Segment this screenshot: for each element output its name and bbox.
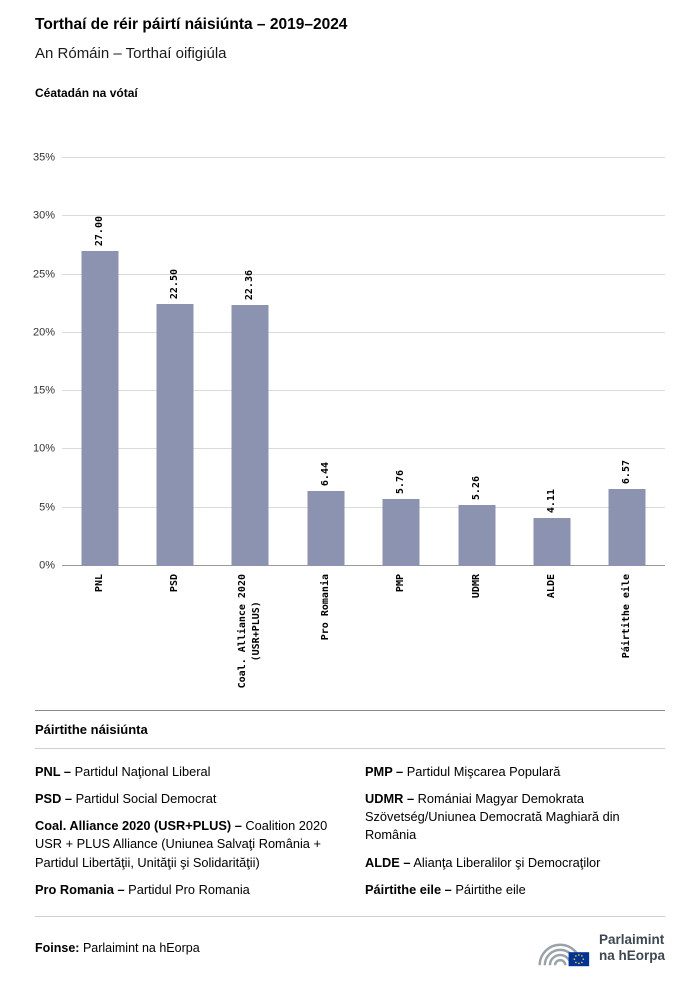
bar-column: 5.26 — [439, 158, 514, 566]
legend-term: PNL – — [35, 764, 72, 779]
bar-column: 4.11 — [514, 158, 589, 566]
legend-item: PSD – Partidul Social Democrat — [35, 790, 335, 808]
bar-chart: 27.00 22.50 22.36 6.44 5.76 5.26 4.11 6.57 0% 5%… — [33, 152, 665, 696]
legend-term: Pro Romania – — [35, 881, 125, 897]
y-axis-tick-label: 10% — [32, 442, 55, 455]
x-axis-label: Páirtithe eile — [621, 574, 633, 659]
footer: Foinse: Parlaimint na hEorpa — [35, 915, 665, 969]
legend-item: PMP – Partidul Mişcarea Populară — [365, 763, 665, 781]
bar-value-label: 22.50 — [169, 268, 181, 299]
legend-item: Pro Romania – Partidul Pro Romania — [35, 881, 335, 899]
source-text: Parlaimint na hEorpa — [82, 940, 200, 955]
legend-definition: Romániai Magyar Demokrata Szövetség/Uniu… — [365, 791, 620, 843]
legend-item: Coal. Alliance 2020 (USR+PLUS) – Coaliti… — [35, 817, 335, 871]
gridline — [62, 506, 665, 508]
ep-logo-line1: Parlaimint — [598, 932, 665, 948]
x-axis-label: UDMR — [470, 574, 482, 599]
bar-column: 6.57 — [590, 158, 665, 566]
bar — [156, 303, 194, 566]
gridline — [62, 273, 665, 275]
legend-definition: Partidul Naţional Liberal — [74, 764, 211, 779]
ep-hemicycle-icon — [538, 943, 590, 967]
party-legend: Páirtithe náisiúnta PNL – Partidul Naţio… — [35, 710, 665, 908]
ep-logo: Parlaimint na hEorpa — [535, 927, 665, 969]
y-axis-tick-label: 15% — [32, 384, 55, 397]
bar — [608, 489, 646, 566]
legend-definition: Partidul Mişcarea Populară — [406, 764, 561, 779]
bar — [231, 305, 269, 566]
y-axis-tick-label: 20% — [32, 326, 55, 339]
page-subtitle: An Rómáin – Torthaí oifigiúla — [35, 45, 227, 62]
y-axis-title: Céatadán na vótaí — [35, 86, 138, 100]
gridline — [62, 390, 665, 392]
legend-definition: Alianţa Liberalilor şi Democraţilor — [413, 854, 601, 870]
legend-item: UDMR – Romániai Magyar Demokrata Szövets… — [365, 790, 665, 844]
legend-column-right: PMP – Partidul Mişcarea Populară UDMR – … — [365, 763, 665, 908]
legend-item: Páirtithe eile – Páirtithe eile — [365, 881, 665, 899]
legend-term: Páirtithe eile – — [365, 881, 452, 897]
legend-term: ALDE – — [365, 854, 411, 870]
legend-definition: Páirtithe eile — [455, 881, 526, 897]
bar-value-label: 22.36 — [244, 270, 256, 301]
x-axis-label: Pro Romania — [319, 574, 331, 641]
legend-item: PNL – Partidul Naţional Liberal — [35, 763, 335, 781]
x-axis-label: PSD — [169, 574, 181, 593]
bar — [81, 251, 119, 566]
bar-value-label: 27.00 — [93, 216, 105, 247]
gridline — [62, 215, 665, 217]
bar-column: 22.50 — [137, 158, 212, 566]
x-axis-label: ALDE — [545, 574, 557, 599]
bar-column: 27.00 — [62, 158, 137, 566]
y-axis-tick-label: 30% — [32, 209, 55, 222]
legend-term: PMP – — [365, 764, 404, 779]
legend-definition: Partidul Pro Romania — [128, 881, 250, 897]
bar — [307, 490, 345, 566]
legend-heading: Páirtithe náisiúnta — [35, 711, 665, 749]
y-axis-tick-label: 35% — [32, 151, 55, 164]
bar-column: 5.76 — [364, 158, 439, 566]
x-axis-label: PMP — [395, 574, 407, 593]
source-label: Foinse: — [35, 940, 80, 955]
eu-flag-icon — [568, 952, 590, 967]
bar-value-label: 5.26 — [470, 475, 482, 500]
bar-column: 22.36 — [213, 158, 288, 566]
bar — [533, 518, 571, 566]
x-axis-label: Coal. Alliance 2020 (USR+PLUS) — [237, 574, 263, 689]
legend-columns: PNL – Partidul Naţional Liberal PSD – Pa… — [35, 763, 665, 908]
legend-term: PSD – — [35, 791, 72, 807]
bar-value-label: 4.11 — [545, 489, 557, 514]
bar — [458, 504, 496, 566]
gridline — [62, 157, 665, 158]
legend-term: Coal. Alliance 2020 (USR+PLUS) – — [35, 818, 242, 834]
bar — [382, 498, 420, 566]
x-axis-label: PNL — [93, 574, 105, 593]
y-axis-tick-label: 25% — [32, 268, 55, 281]
y-axis-tick-label: 5% — [39, 501, 55, 514]
bar-column: 6.44 — [288, 158, 363, 566]
plot-area: 27.00 22.50 22.36 6.44 5.76 5.26 4.11 6.57 0% 5%… — [33, 152, 665, 571]
y-axis-tick-label: 0% — [39, 559, 55, 572]
bars-container: 27.00 22.50 22.36 6.44 5.76 5.26 4.11 6.57 — [62, 158, 665, 566]
legend-column-left: PNL – Partidul Naţional Liberal PSD – Pa… — [35, 763, 335, 908]
bar-value-label: 6.57 — [621, 460, 633, 485]
ep-logo-text: Parlaimint na hEorpa — [599, 932, 665, 964]
source: Foinse: Parlaimint na hEorpa — [35, 941, 200, 955]
bar-value-label: 5.76 — [395, 469, 407, 494]
legend-item: ALDE – Alianţa Liberalilor şi Democraţil… — [365, 854, 665, 872]
ep-logo-line2: na hEorpa — [598, 947, 665, 963]
legend-definition: Partidul Social Democrat — [75, 791, 217, 807]
legend-definition: Coalition 2020 USR + PLUS Alliance (Uniu… — [35, 818, 328, 870]
bar-value-label: 6.44 — [319, 461, 331, 486]
page-title: Torthaí de réir páirtí náisiúnta – 2019–… — [35, 16, 348, 33]
gridline — [62, 565, 665, 566]
legend-term: UDMR – — [365, 791, 415, 807]
x-axis-labels: PNL PSD Coal. Alliance 2020 (USR+PLUS) Pro … — [62, 566, 665, 696]
gridline — [62, 448, 665, 450]
gridline — [62, 331, 665, 333]
